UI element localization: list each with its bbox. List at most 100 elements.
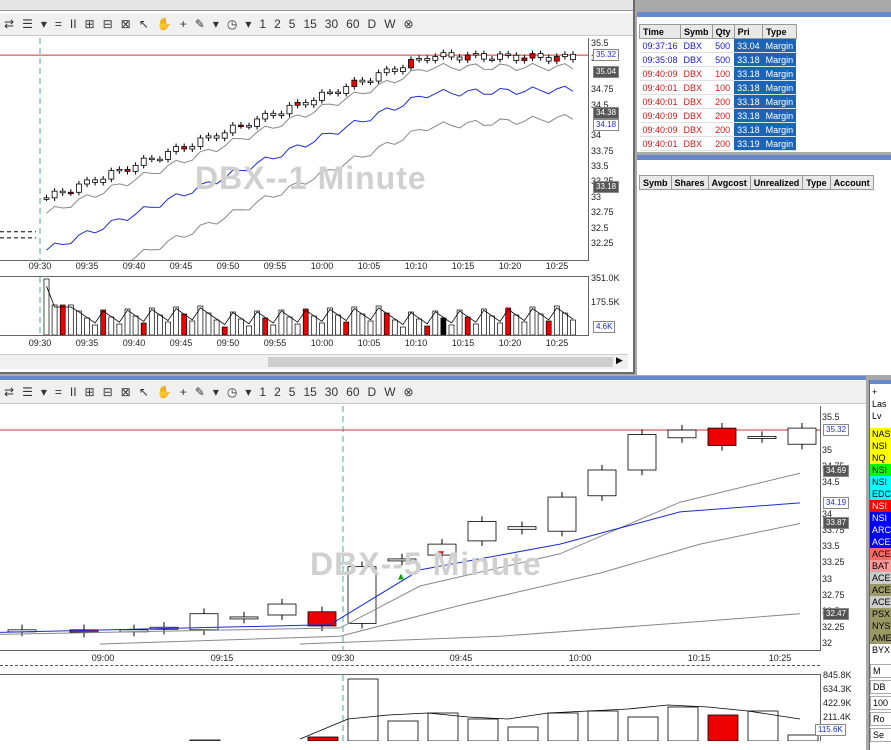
toolbar-button[interactable]: 5	[288, 385, 296, 399]
route-button[interactable]: PSX	[870, 608, 891, 620]
column-header[interactable]: Symb	[680, 24, 713, 39]
toolbar-button[interactable]: 1	[259, 17, 267, 31]
toolbar-button[interactable]: ✋	[156, 385, 172, 399]
route-button[interactable]: ACE	[870, 584, 891, 596]
route-button[interactable]: NSI	[870, 500, 891, 512]
column-header[interactable]: Account	[829, 175, 874, 190]
route-button[interactable]: ARC	[870, 524, 891, 536]
toolbar-button[interactable]: ✎	[194, 385, 205, 399]
toolbar-button[interactable]: ⊟	[102, 17, 113, 31]
toolbar-button[interactable]: ⇄	[4, 17, 15, 31]
table-row[interactable]: 09:37:16 DBX 500 33.04 Margin	[639, 38, 797, 53]
column-header[interactable]: Shares	[670, 175, 709, 190]
toolbar-button[interactable]: ✎	[194, 17, 205, 31]
side-control[interactable]: Ro	[870, 712, 891, 726]
toolbar-button[interactable]: ☰	[22, 17, 33, 31]
toolbar-button[interactable]: ⊞	[84, 17, 95, 31]
toolbar-button[interactable]: W	[384, 17, 396, 31]
side-control[interactable]: M	[870, 664, 891, 678]
toolbar-button[interactable]: ↖	[138, 385, 149, 399]
toolbar-button[interactable]: ☰	[22, 385, 33, 399]
toolbar-button[interactable]: ▾	[212, 17, 219, 31]
toolbar-button[interactable]: 15	[303, 17, 317, 31]
toolbar-button[interactable]: ⇄	[4, 385, 15, 399]
toolbar-button[interactable]: ▾	[40, 385, 47, 399]
table-row[interactable]: 09:40:09 DBX 100 33.18 Margin	[639, 66, 797, 81]
toolbar-button[interactable]: +	[179, 17, 187, 31]
toolbar-button[interactable]: 15	[303, 385, 317, 399]
toolbar-button[interactable]: ◷	[226, 17, 238, 31]
chart-1min-price-panel[interactable]: DBX--1 Minute	[0, 38, 589, 297]
toolbar-button[interactable]: ⊗	[403, 385, 414, 399]
table-row[interactable]: 09:40:09 DBX 200 33.18 Margin	[639, 108, 797, 123]
toolbar-button[interactable]: 60	[346, 385, 360, 399]
side-control[interactable]: Se	[870, 728, 891, 742]
toolbar-button[interactable]: ▾	[245, 17, 252, 31]
toolbar-button[interactable]: ⊠	[120, 17, 131, 31]
route-button[interactable]: ACE	[870, 548, 891, 560]
route-button[interactable]: NQ	[870, 452, 891, 464]
toolbar-button[interactable]: II	[69, 17, 77, 31]
column-header[interactable]: Type	[802, 175, 831, 190]
toolbar-button[interactable]: 30	[324, 17, 339, 31]
chart-1min-scrollbar[interactable]: ▶	[0, 354, 628, 369]
column-header[interactable]: Time	[638, 24, 682, 39]
y-tick-label: 33.5	[591, 161, 609, 172]
toolbar-button[interactable]: ↖	[138, 17, 149, 31]
route-button[interactable]: BAT	[870, 560, 891, 572]
toolbar-button[interactable]: 60	[346, 17, 360, 31]
toolbar-button[interactable]: ⊗	[403, 17, 414, 31]
route-button[interactable]: NSI	[870, 512, 891, 524]
table-row[interactable]: 09:40:09 DBX 200 33.18 Margin	[639, 122, 797, 137]
table-row[interactable]: 09:40:01 DBX 200 33.19 Margin	[639, 136, 797, 151]
column-header[interactable]: Qty	[711, 24, 735, 39]
route-button[interactable]: NYS	[870, 620, 891, 632]
toolbar-button[interactable]: ✋	[156, 17, 172, 31]
route-button[interactable]: NSI	[870, 440, 891, 452]
scroll-right-arrow[interactable]: ▶	[616, 355, 623, 365]
toolbar-button[interactable]: 1	[259, 385, 267, 399]
toolbar-button[interactable]: ▾	[245, 385, 252, 399]
route-side-panel: + Las Lv NAS NSI NQ NSI NSI EDC NSI NSI ARC ACE ACE B…	[869, 380, 891, 750]
toolbar-button[interactable]: ▾	[40, 17, 47, 31]
toolbar-button[interactable]: 2	[274, 17, 281, 31]
route-button[interactable]: ACE	[870, 536, 891, 548]
toolbar-button[interactable]: D	[367, 385, 377, 399]
chart-5min-price-panel[interactable]: ▲ ▼ DBX--5 Minute	[0, 406, 821, 651]
column-header[interactable]: Symb	[639, 175, 672, 190]
column-header[interactable]: Pri	[733, 24, 764, 39]
table-row[interactable]: 09:40:01 DBX 200 33.18 Margin	[639, 94, 797, 109]
route-button[interactable]: ACE	[870, 572, 891, 584]
x-tick-label: 09:45	[169, 261, 193, 271]
route-button[interactable]: ACE	[870, 596, 891, 608]
toolbar-button[interactable]: ▾	[212, 385, 219, 399]
toolbar-button[interactable]: =	[54, 385, 62, 399]
toolbar-button[interactable]: ⊠	[120, 385, 131, 399]
scrollbar-thumb[interactable]	[268, 357, 613, 367]
toolbar-button[interactable]: +	[179, 385, 187, 399]
route-button[interactable]: BYX	[870, 644, 891, 656]
toolbar-button[interactable]: 30	[324, 385, 339, 399]
side-control[interactable]: 100	[870, 696, 891, 710]
column-header[interactable]: Type	[762, 24, 797, 39]
toolbar-button[interactable]: 2	[274, 385, 281, 399]
toolbar-button[interactable]: ⊞	[84, 385, 95, 399]
column-header[interactable]: Avgcost	[707, 175, 751, 190]
route-button[interactable]: NSI	[870, 476, 891, 488]
toolbar-button[interactable]: ◷	[226, 385, 238, 399]
order-time-cell: 09:40:01	[639, 136, 681, 151]
toolbar-button[interactable]: W	[384, 385, 396, 399]
toolbar-button[interactable]: II	[69, 385, 77, 399]
toolbar-button[interactable]: =	[54, 17, 62, 31]
toolbar-button[interactable]: ⊟	[102, 385, 113, 399]
toolbar-button[interactable]: D	[367, 17, 377, 31]
route-button[interactable]: NAS	[870, 428, 891, 440]
side-control[interactable]: DB	[870, 680, 891, 694]
table-row[interactable]: 09:35:08 DBX 500 33.18 Margin	[639, 52, 797, 67]
column-header[interactable]: Unrealized	[749, 175, 804, 190]
route-button[interactable]: NSI	[870, 464, 891, 476]
route-button[interactable]: EDC	[870, 488, 891, 500]
table-row[interactable]: 09:40:01 DBX 100 33.18 Margin	[639, 80, 797, 95]
toolbar-button[interactable]: 5	[288, 17, 296, 31]
route-button[interactable]: AME	[870, 632, 891, 644]
